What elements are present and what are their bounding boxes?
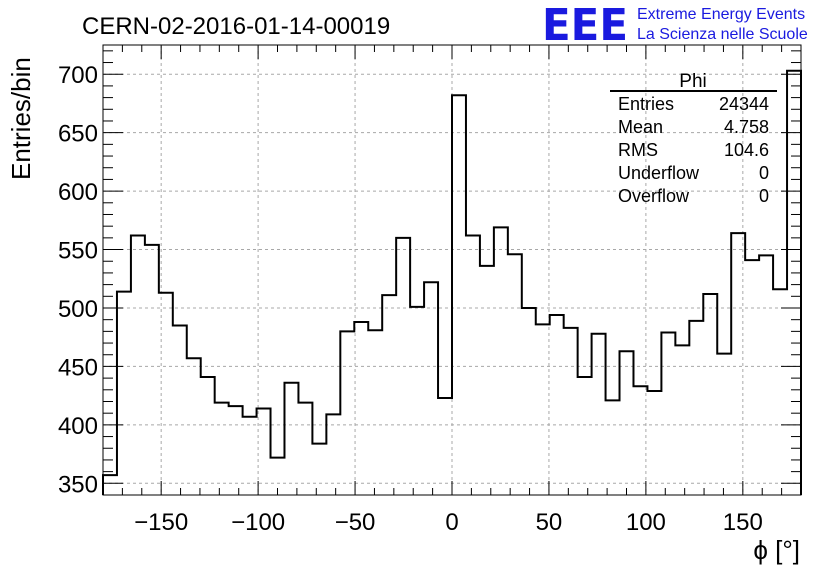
y-tick-label: 350	[58, 471, 98, 498]
x-axis-label: ϕ [°]	[753, 535, 800, 565]
stats-row-value: 24344	[719, 94, 769, 114]
stats-row-label: Underflow	[618, 163, 700, 183]
chart-title: CERN-02-2016-01-14-00019	[82, 13, 390, 40]
x-tick-label: −150	[134, 509, 188, 536]
stats-row-label: Entries	[618, 94, 674, 114]
y-tick-label: 700	[58, 62, 98, 89]
stats-title: Phi	[679, 71, 706, 92]
stats-row-label: Overflow	[618, 186, 690, 206]
stats-row-value: 0	[759, 186, 769, 206]
logo-line1: Extreme Energy Events	[637, 6, 805, 23]
x-tick-label: −100	[231, 509, 285, 536]
y-tick-label: 650	[58, 121, 98, 148]
x-tick-label: 150	[723, 509, 763, 536]
y-tick-label: 400	[58, 413, 98, 440]
y-tick-label: 450	[58, 354, 98, 381]
stats-row-value: 0	[759, 163, 769, 183]
y-axis-label: Entries/bin	[6, 57, 36, 180]
stats-rows: Entries 24344 Mean 4.758 RMS 104.6 Underflow 0 O…	[618, 94, 769, 206]
logo-line2: La Scienza nelle Scuole	[637, 26, 808, 43]
stats-row-label: RMS	[618, 140, 658, 160]
x-tick-label: 50	[536, 509, 563, 536]
y-tick-label: 500	[58, 296, 98, 323]
y-tick-label: 550	[58, 238, 98, 265]
axis-ticks	[102, 45, 802, 496]
y-tick-labels: 350 400 450 500 550 600 650 700	[58, 62, 98, 498]
y-tick-label: 600	[58, 179, 98, 206]
logo-mark: EEE	[542, 0, 628, 51]
logo: EEE Extreme Energy Events La Scienza nel…	[542, 0, 808, 51]
x-tick-label: −50	[335, 509, 376, 536]
stats-box: Phi Entries 24344 Mean 4.758 RMS 104.6 Underfl…	[610, 71, 777, 206]
histogram-series	[102, 69, 802, 495]
stats-row-label: Mean	[618, 117, 663, 137]
x-tick-labels: −150 −100 −50 0 50 100 150	[134, 509, 763, 536]
x-tick-label: 100	[626, 509, 666, 536]
stats-row-value: 4.758	[724, 117, 769, 137]
x-tick-label: 0	[445, 509, 458, 536]
stats-row-value: 104.6	[724, 140, 769, 160]
